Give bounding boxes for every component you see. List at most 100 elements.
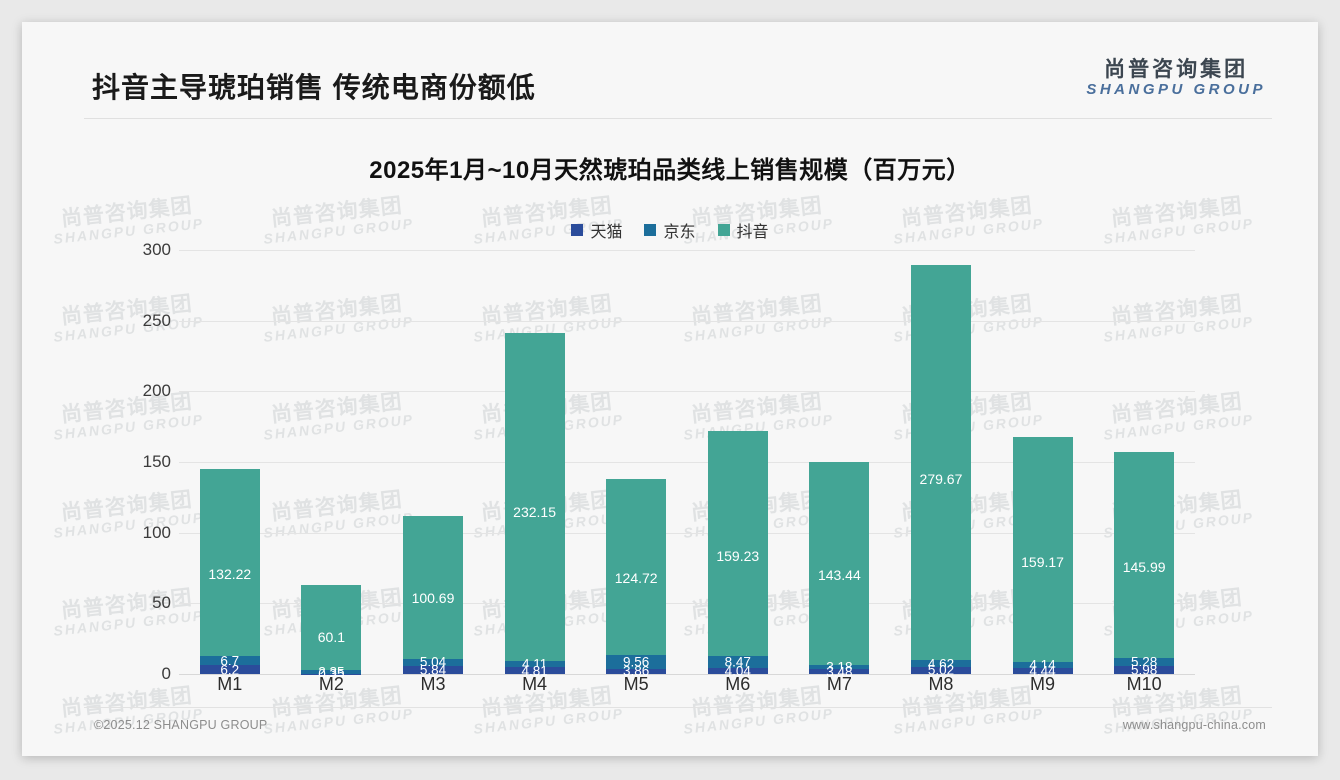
bar-value-label: 5.84 — [419, 662, 447, 678]
bar-segment-jd[interactable]: 6.7 — [199, 653, 260, 669]
legend-swatch-icon — [717, 224, 730, 236]
bar-value-label: 5.98 — [1131, 662, 1158, 678]
bar-segment-tmall[interactable]: 4.44 — [1012, 663, 1073, 678]
bar-value-label: 8.47 — [724, 654, 751, 670]
bar-value-label: 124.72 — [614, 570, 658, 587]
bar-column[interactable]: 145.99 5.28 5.98 — [1114, 250, 1175, 677]
bar-value-label: 159.23 — [716, 548, 760, 565]
legend-item-1[interactable]: 京东 — [644, 218, 696, 242]
bar-column[interactable]: 60.1 2.35 0.35 — [301, 250, 362, 681]
bar-segment-douyin[interactable]: 279.67 — [910, 265, 971, 661]
gridline — [179, 391, 1195, 393]
bar-value-label: 60.1 — [317, 629, 346, 646]
bar-segment-douyin[interactable]: 100.69 — [402, 516, 463, 659]
bar-segment-tmall[interactable]: 5.98 — [1114, 662, 1175, 677]
bar-value-label: 4.44 — [1029, 663, 1056, 679]
bar-segment-tmall[interactable]: 4.04 — [707, 664, 768, 679]
bar-segment-douyin[interactable]: 143.44 — [809, 461, 870, 665]
bar-column[interactable]: 159.23 8.47 4.04 — [707, 250, 768, 679]
bar-segment-douyin[interactable]: 159.17 — [1012, 436, 1073, 662]
bar-value-label: 3.86 — [623, 663, 650, 679]
gridline — [179, 603, 1195, 605]
legend-label: 抖音 — [736, 224, 769, 241]
bar-value-label: 2.35 — [318, 664, 345, 680]
gridline — [179, 462, 1195, 463]
bar-value-label: 4.81 — [521, 663, 548, 679]
bar-segment-tmall[interactable]: 5.84 — [402, 662, 463, 677]
footer-divider — [84, 707, 1272, 708]
bar-value-label: 6.2 — [220, 662, 240, 678]
bar-value-label: 9.56 — [623, 654, 650, 670]
legend-item-0[interactable]: 天猫 — [571, 218, 622, 242]
page-title: 抖音主导琥珀销售 传统电商份额低 — [92, 72, 536, 103]
x-axis-tick-label: M8 — [928, 674, 954, 694]
bar-value-label: 6.7 — [220, 653, 240, 669]
bar-segment-douyin[interactable]: 132.22 — [199, 468, 260, 656]
bar-value-label: 232.15 — [513, 503, 556, 520]
bar-column[interactable]: 143.44 3.18 3.48 — [809, 250, 870, 679]
y-axis-tick-label: 200 — [142, 381, 171, 401]
bar-segment-tmall[interactable]: 5.02 — [910, 663, 971, 678]
bar-value-label: 100.69 — [411, 590, 455, 607]
bar-column[interactable]: 132.22 6.7 6.2 — [199, 250, 260, 678]
bar-value-label: 143.44 — [817, 567, 861, 584]
y-axis-tick-label: 300 — [142, 240, 171, 259]
header-divider — [84, 118, 1272, 119]
slide-header: 抖音主导琥珀销售 传统电商份额低 尚普咨询集团 SHANGPU GROUP — [22, 22, 1318, 114]
x-axis-tick-label: M5 — [623, 674, 649, 694]
bar-column[interactable]: 279.67 4.62 5.02 — [910, 250, 971, 678]
slide-card: 尚普咨询集团 SHANGPU GROUP 尚普咨询集团 SHANGPU GROUP 尚普… — [22, 22, 1318, 756]
x-axis-tick-label: M6 — [725, 674, 751, 694]
x-axis-tick-label: M1 — [217, 674, 243, 694]
bar-segment-tmall[interactable]: 3.86 — [606, 664, 667, 679]
brand-name-cn: 尚普咨询集团 — [1104, 58, 1249, 81]
footer-website: www.shangpu-china.com — [1122, 718, 1266, 732]
bar-segment-jd[interactable]: 8.47 — [707, 654, 768, 670]
y-axis-tick-label: 0 — [161, 664, 171, 683]
chart-title: 2025年1月~10月天然琥珀品类线上销售规模（百万元） — [369, 157, 971, 184]
slide-footer: ©2025.12 SHANGPU GROUP www.shangpu-china… — [22, 718, 1318, 742]
bar-segment-douyin[interactable]: 232.15 — [504, 333, 565, 662]
footer-copyright: ©2025.12 SHANGPU GROUP — [94, 718, 268, 732]
legend-swatch-icon — [644, 224, 657, 236]
brand-logo: 尚普咨询集团 SHANGPU GROUP — [1086, 58, 1266, 98]
bar-value-label: 159.17 — [1021, 553, 1064, 570]
bar-value-label: 0.35 — [318, 666, 345, 682]
gridline — [179, 320, 1195, 322]
bar-group: 132.22 6.7 6.2 60.1 2.35 0.35 100.69 5.04 5.84 23… — [179, 250, 1195, 681]
brand-name-en: SHANGPU GROUP — [1086, 80, 1266, 98]
bar-segment-jd[interactable]: 2.35 — [301, 664, 362, 679]
bar-value-label: 5.02 — [927, 662, 955, 678]
x-axis-tick-label: M2 — [318, 674, 344, 694]
x-axis-tick-label: M4 — [522, 674, 548, 694]
y-axis-tick-label: 50 — [152, 593, 171, 613]
y-axis-tick-label: 150 — [142, 452, 171, 471]
bar-segment-douyin[interactable]: 124.72 — [606, 478, 667, 656]
x-axis-tick-label: M3 — [420, 674, 446, 694]
bar-segment-tmall[interactable]: 3.48 — [809, 664, 870, 679]
bar-segment-tmall[interactable]: 6.2 — [199, 662, 260, 678]
bar-column[interactable]: 124.72 9.56 3.86 — [606, 250, 667, 679]
bar-segment-tmall[interactable]: 4.81 — [504, 663, 565, 678]
legend-swatch-icon — [571, 224, 584, 236]
x-axis-tick-label: M7 — [826, 674, 852, 694]
y-axis-tick-label: 100 — [142, 522, 171, 542]
legend-item-2[interactable]: 抖音 — [717, 218, 769, 242]
bar-column[interactable]: 100.69 5.04 5.84 — [402, 250, 463, 677]
legend-label: 京东 — [663, 224, 696, 241]
bar-column[interactable]: 159.17 4.14 4.44 — [1012, 250, 1073, 678]
bar-column[interactable]: 232.15 4.11 4.81 — [504, 250, 565, 678]
bar-value-label: 3.48 — [826, 664, 853, 680]
bar-value-label: 279.67 — [919, 470, 963, 487]
bar-value-label: 145.99 — [1122, 559, 1166, 576]
bar-segment-douyin[interactable]: 60.1 — [301, 585, 362, 671]
bar-value-label: 4.04 — [724, 663, 751, 679]
bar-segment-douyin[interactable]: 145.99 — [1114, 451, 1175, 659]
bar-segment-douyin[interactable]: 159.23 — [707, 431, 768, 657]
chart-plot-area: 0 50 100 150 200 250 300 132.22 6.7 6.2 60.1 2.35 0… — [127, 240, 1195, 683]
gridline — [179, 674, 1195, 675]
legend-label: 天猫 — [590, 224, 623, 241]
bar-segment-jd[interactable]: 9.56 — [606, 654, 667, 670]
gridline — [179, 250, 1195, 251]
x-axis-tick-label: M10 — [1126, 674, 1162, 694]
